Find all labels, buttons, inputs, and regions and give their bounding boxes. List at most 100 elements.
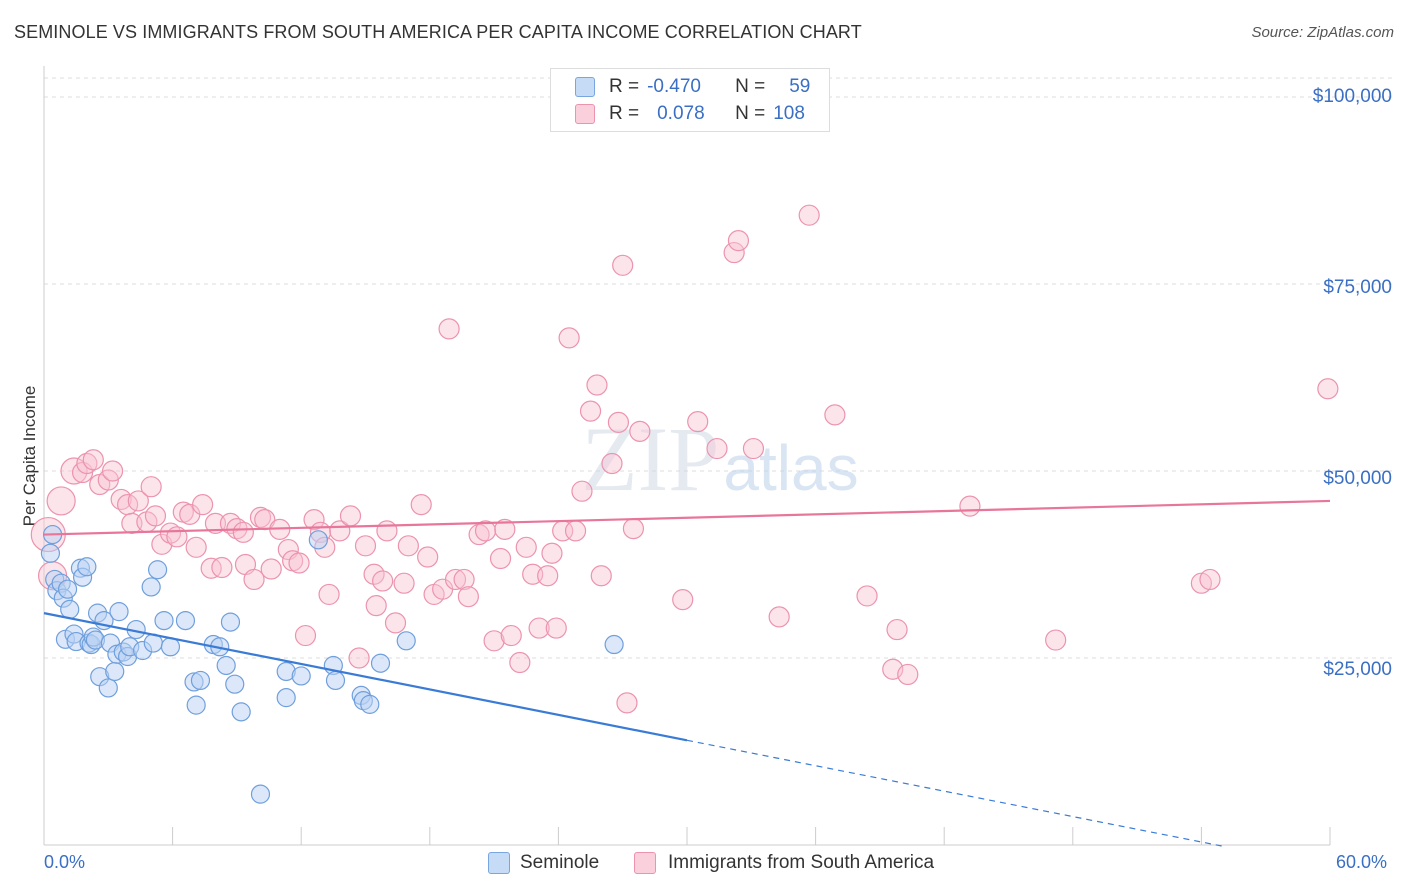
- immigrants-point: [959, 495, 981, 517]
- immigrants-point: [723, 241, 745, 264]
- immigrants-point: [579, 400, 602, 422]
- immigrants-point: [204, 512, 227, 534]
- watermark-atlas: atlas: [723, 432, 858, 504]
- bottom-legend-immigrants: Immigrants from South America: [634, 852, 934, 874]
- immigrants-point: [897, 663, 919, 686]
- seminole-point: [325, 670, 346, 691]
- immigrants-point: [545, 617, 567, 639]
- immigrants-point: [1045, 629, 1067, 651]
- immigrants-point: [468, 523, 490, 546]
- seminole-point: [308, 530, 328, 550]
- immigrants-point: [159, 522, 182, 544]
- seminole-point: [105, 661, 125, 682]
- immigrants-point: [303, 509, 325, 531]
- immigrants-point: [706, 437, 728, 460]
- immigrants-point: [494, 518, 516, 540]
- seminole-trend-extension: [686, 739, 1223, 847]
- immigrants-point: [410, 494, 432, 516]
- immigrants-point: [144, 505, 167, 527]
- immigrants-point: [672, 589, 694, 611]
- seminole-point: [98, 678, 118, 698]
- seminole-point: [220, 612, 241, 632]
- legend-n-label: N =: [735, 103, 766, 124]
- immigrants-point: [586, 374, 608, 396]
- immigrants-point: [629, 420, 651, 442]
- trend-lines: [43, 499, 1331, 847]
- immigrants-point: [601, 452, 623, 475]
- immigrants-point: [339, 505, 362, 527]
- immigrants-point: [622, 517, 645, 540]
- seminole-point: [250, 784, 271, 804]
- immigrants-point: [288, 552, 310, 574]
- seminole-point: [396, 631, 416, 651]
- immigrants-point: [260, 558, 282, 580]
- series-seminole-points: [40, 524, 624, 804]
- legend-n-value: 108: [773, 103, 805, 124]
- immigrants-point: [417, 546, 439, 568]
- immigrants-point: [1317, 378, 1339, 400]
- immigrants-point: [348, 647, 370, 669]
- seminole-point: [276, 688, 296, 708]
- immigrants-point: [376, 520, 398, 542]
- immigrants-point: [140, 476, 162, 498]
- immigrants-point: [232, 521, 254, 543]
- immigrants-point: [483, 630, 505, 652]
- legend-swatch-pink: [634, 852, 656, 874]
- immigrants-point: [185, 536, 207, 558]
- immigrants-point: [457, 586, 479, 608]
- legend-r-label: R =: [609, 103, 640, 124]
- seminole-point: [291, 666, 311, 686]
- immigrants-point: [200, 557, 222, 579]
- immigrants-point: [571, 480, 593, 502]
- immigrants-point: [397, 535, 419, 557]
- seminole-point: [40, 543, 61, 563]
- immigrants-point: [616, 692, 638, 714]
- immigrants-point: [453, 568, 475, 591]
- immigrants-point: [824, 404, 846, 426]
- immigrants-point: [727, 230, 750, 252]
- immigrants-point: [60, 457, 88, 485]
- seminole-point: [154, 610, 174, 631]
- immigrants-point: [372, 570, 394, 592]
- immigrants-point: [558, 327, 580, 349]
- seminole-point: [147, 560, 168, 580]
- x-max-label: 60.0%: [1336, 852, 1388, 872]
- y-tick-50000: $50,000: [1323, 468, 1392, 489]
- immigrants-point: [856, 585, 878, 607]
- immigrants-point: [489, 547, 512, 570]
- immigrants-point: [537, 565, 559, 587]
- legend-row-immigrants: R = 0.078 N = 108: [575, 103, 805, 125]
- legend-r-value: 0.078: [657, 103, 705, 124]
- legend-swatch-blue: [488, 852, 510, 874]
- immigrants-point: [243, 568, 265, 591]
- legend-n-label: N =: [735, 76, 766, 97]
- immigrants-point: [687, 411, 709, 433]
- legend-series-name: Immigrants from South America: [668, 852, 935, 873]
- legend-row-seminole: R = -0.470 N = 59: [575, 76, 810, 98]
- seminole-point: [360, 694, 380, 714]
- y-tick-75000: $75,000: [1323, 277, 1392, 298]
- immigrants-point: [354, 535, 377, 557]
- immigrants-point: [564, 520, 587, 542]
- immigrants-point: [384, 612, 407, 634]
- legend-series-name: Seminole: [520, 852, 600, 873]
- immigrants-point: [509, 651, 531, 674]
- immigrants-point: [500, 624, 522, 647]
- immigrants-point: [82, 449, 104, 471]
- immigrants-point: [541, 542, 563, 564]
- seminole-point: [60, 599, 80, 619]
- immigrants-point: [798, 204, 820, 226]
- y-tick-100000: $100,000: [1312, 86, 1392, 107]
- legend-swatch-pink: [575, 104, 595, 124]
- seminole-trend-line: [43, 612, 688, 742]
- seminole-point: [77, 557, 97, 577]
- seminole-point: [216, 655, 236, 676]
- seminole-point: [141, 577, 161, 597]
- immigrants-point: [438, 318, 460, 340]
- immigrants-point: [363, 563, 385, 585]
- immigrants-point: [46, 486, 76, 516]
- seminole-point: [57, 579, 78, 599]
- y-tick-25000: $25,000: [1323, 659, 1392, 680]
- seminole-point: [370, 653, 391, 673]
- immigrants-point: [76, 452, 98, 475]
